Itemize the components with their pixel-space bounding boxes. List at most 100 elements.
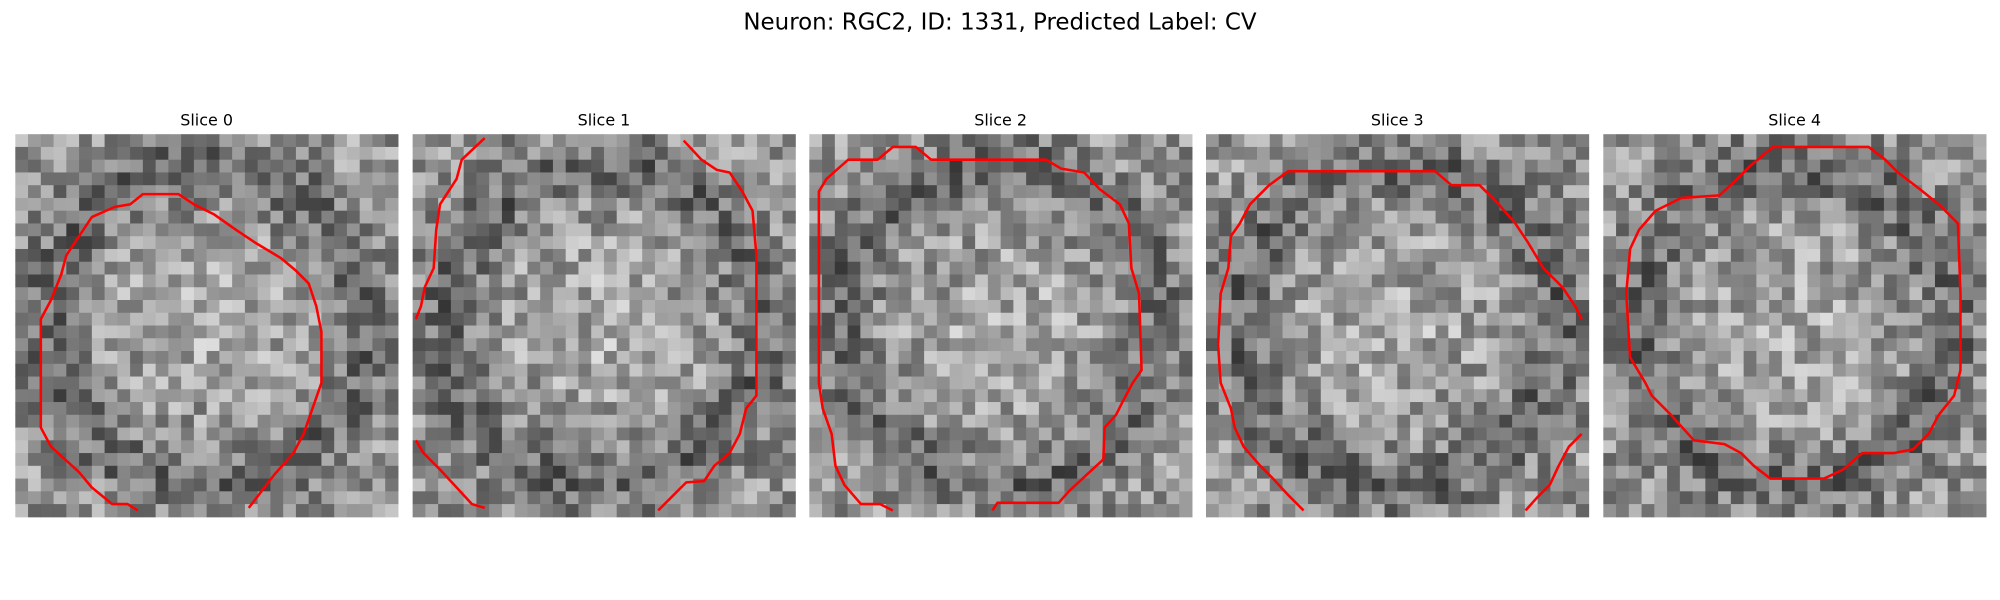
pixel: [193, 185, 208, 199]
pixel: [1845, 197, 1859, 212]
pixel: [603, 478, 618, 492]
pixel: [1422, 159, 1437, 173]
pixel: [1102, 402, 1116, 416]
pixel: [1679, 453, 1694, 467]
pixel: [1641, 223, 1655, 237]
pixel: [1922, 159, 1936, 173]
pixel: [425, 312, 439, 327]
pixel: [1883, 134, 1898, 148]
pixel: [1077, 504, 1091, 518]
pixel: [1026, 465, 1040, 480]
contour: [1524, 433, 1583, 512]
pixel: [1641, 427, 1655, 441]
pixel: [1231, 248, 1245, 263]
pixel: [565, 236, 579, 250]
pixel: [219, 478, 233, 492]
pixel: [769, 351, 784, 365]
pixel: [642, 300, 656, 314]
pixel: [1346, 389, 1360, 403]
pixel: [1153, 453, 1167, 467]
pixel: [1575, 300, 1590, 314]
pixel: [295, 236, 310, 250]
pixel: [1705, 504, 1719, 518]
pixel: [1448, 261, 1462, 275]
pixel: [1781, 248, 1796, 263]
pixel: [822, 210, 836, 224]
pixel: [1896, 325, 1910, 339]
pixel: [680, 338, 694, 352]
pixel: [1013, 274, 1027, 288]
pixel: [1499, 210, 1513, 224]
pixel: [1524, 478, 1539, 492]
pixel: [1705, 159, 1719, 173]
pixel: [372, 134, 386, 148]
pixel: [1575, 146, 1590, 161]
pixel: [1718, 159, 1732, 173]
pixel: [1179, 351, 1193, 365]
pixel: [565, 363, 579, 378]
pixel: [1730, 300, 1745, 314]
pixel: [1781, 300, 1796, 314]
pixel: [257, 223, 271, 237]
pixel: [372, 338, 386, 352]
pixel: [1166, 172, 1180, 186]
pixel: [1616, 134, 1630, 148]
pixel: [1359, 172, 1373, 186]
pixel: [1295, 159, 1309, 173]
pixel: [1333, 478, 1347, 492]
pixel: [1089, 465, 1104, 480]
pixel: [1397, 197, 1411, 212]
pixel: [987, 159, 1002, 173]
pixel: [949, 504, 963, 518]
pixel: [142, 427, 157, 441]
pixel: [1934, 465, 1949, 480]
pixel: [372, 440, 386, 454]
pixel: [1179, 159, 1193, 173]
pixel: [1166, 376, 1180, 390]
pixel: [104, 402, 118, 416]
pixel: [847, 465, 861, 480]
pixel: [334, 210, 348, 224]
pixel: [911, 440, 925, 454]
pixel: [1244, 351, 1258, 365]
pixel: [489, 223, 503, 237]
pixel: [463, 389, 477, 403]
pixel: [1473, 389, 1488, 403]
pixel: [1435, 389, 1449, 403]
pixel: [168, 236, 182, 250]
pixel: [1896, 389, 1910, 403]
pixel: [168, 504, 182, 518]
pixel: [1000, 300, 1014, 314]
pixel: [1781, 440, 1796, 454]
pixel: [1524, 287, 1539, 301]
pixel: [1692, 389, 1706, 403]
pixel: [463, 134, 477, 148]
pixel: [514, 325, 528, 339]
pixel: [667, 287, 681, 301]
pixel: [1397, 325, 1411, 339]
pixel: [450, 491, 465, 505]
pixel: [514, 146, 528, 161]
pixel: [232, 351, 246, 365]
pixel: [514, 210, 528, 224]
pixel: [924, 312, 938, 327]
pixel: [1781, 504, 1796, 518]
pixel: [1743, 440, 1757, 454]
pixel: [654, 236, 669, 250]
pixel: [693, 159, 707, 173]
pixel: [616, 159, 630, 173]
pixel: [1153, 427, 1167, 441]
pixel: [1231, 504, 1245, 518]
pixel: [1397, 491, 1411, 505]
pixel: [1435, 146, 1449, 161]
pixel: [885, 440, 900, 454]
pixel: [591, 427, 605, 441]
pixel: [1628, 274, 1643, 288]
pixel: [334, 287, 348, 301]
pixel: [270, 363, 284, 378]
pixel: [270, 453, 284, 467]
pixel: [142, 312, 157, 327]
pixel: [1499, 389, 1513, 403]
pixel: [975, 491, 989, 505]
pixel: [1947, 312, 1961, 327]
